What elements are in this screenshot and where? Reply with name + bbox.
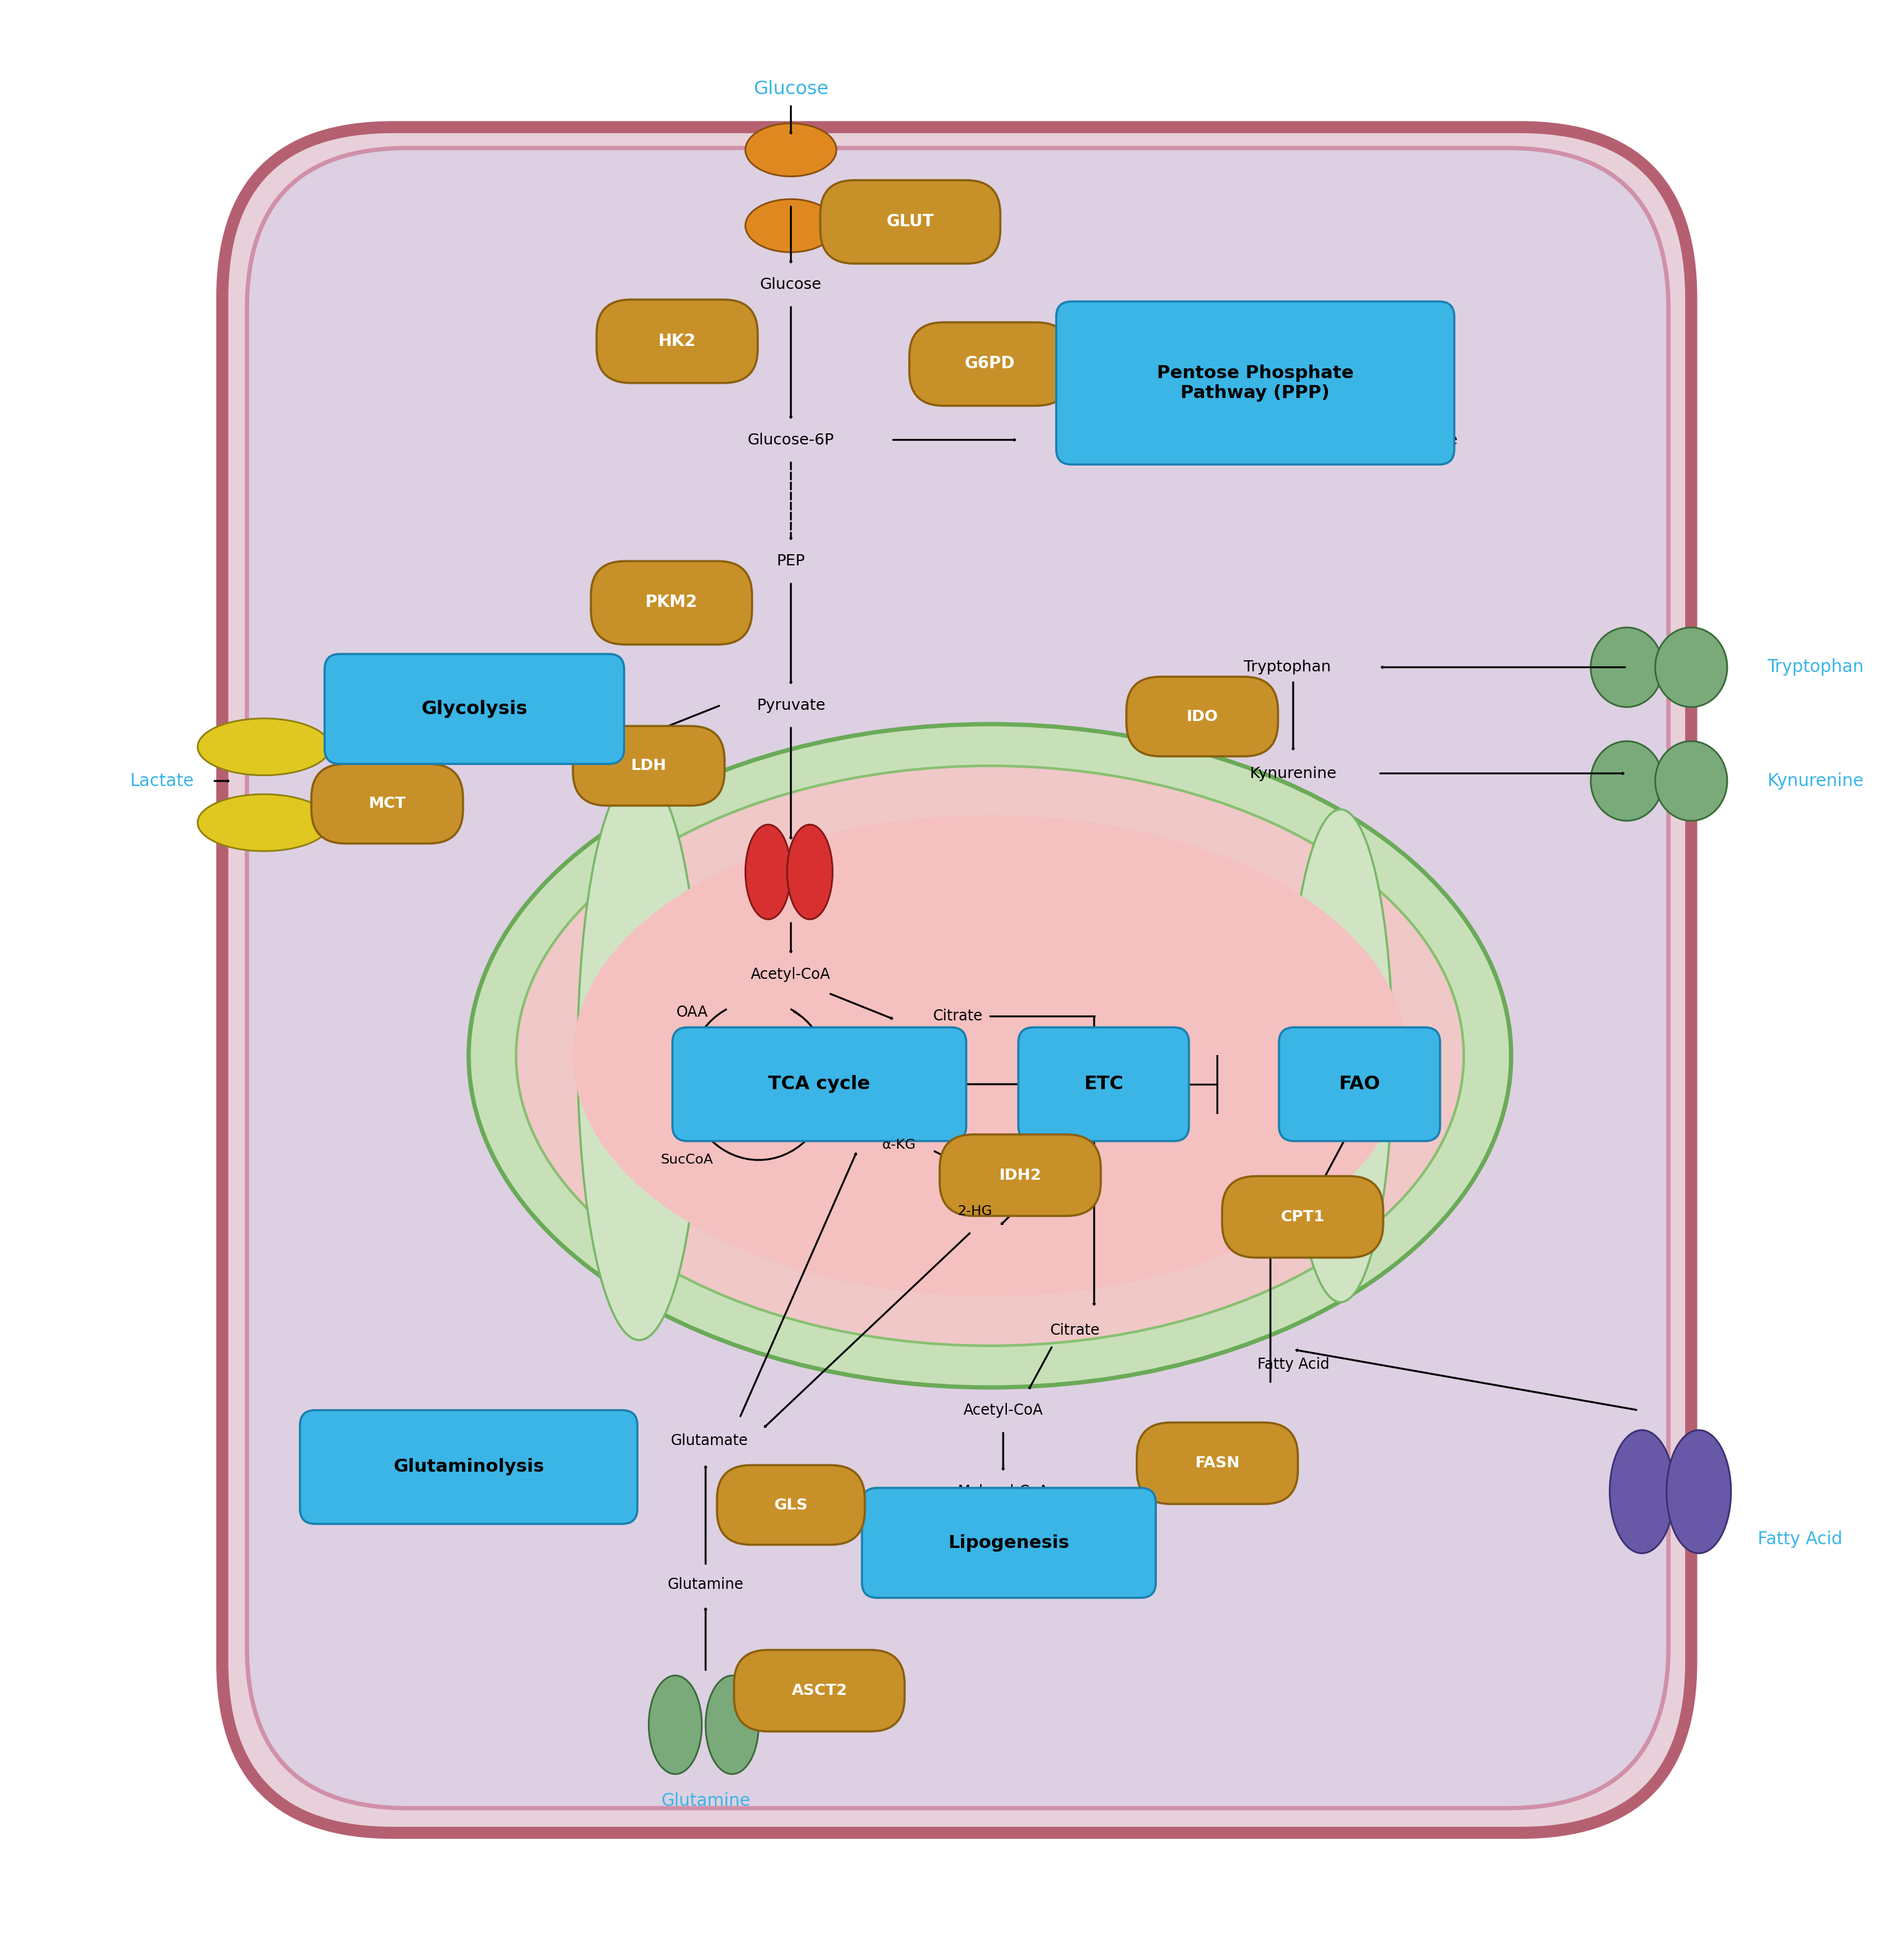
Ellipse shape	[1590, 627, 1662, 707]
Ellipse shape	[198, 718, 329, 774]
Text: Citrate: Citrate	[933, 1009, 982, 1023]
Ellipse shape	[468, 724, 1512, 1388]
Text: Lactate: Lactate	[129, 773, 194, 790]
Text: Glutamine: Glutamine	[668, 1578, 744, 1592]
FancyBboxPatch shape	[672, 1027, 965, 1141]
Text: α-KG: α-KG	[882, 1139, 916, 1151]
Text: Pentose Phosphate
Pathway (PPP): Pentose Phosphate Pathway (PPP)	[1158, 365, 1354, 402]
FancyBboxPatch shape	[863, 1489, 1156, 1597]
Ellipse shape	[744, 825, 790, 920]
Ellipse shape	[1289, 809, 1392, 1302]
Ellipse shape	[744, 124, 836, 177]
Text: GLS: GLS	[775, 1498, 807, 1512]
Text: ASCT2: ASCT2	[792, 1683, 847, 1698]
Ellipse shape	[1609, 1431, 1674, 1553]
Ellipse shape	[706, 1675, 758, 1774]
Text: Pyruvate: Pyruvate	[756, 697, 824, 712]
Ellipse shape	[1666, 1431, 1731, 1553]
Text: GLUT: GLUT	[887, 214, 935, 229]
Text: PEP: PEP	[777, 553, 805, 569]
FancyBboxPatch shape	[1279, 1027, 1439, 1141]
Text: Ribose-5P: Ribose-5P	[1064, 433, 1142, 446]
Text: Citrate: Citrate	[1051, 1324, 1101, 1337]
FancyBboxPatch shape	[248, 148, 1668, 1809]
Text: SucCoA: SucCoA	[661, 1153, 712, 1167]
FancyBboxPatch shape	[301, 1411, 638, 1524]
Text: Tryptophan: Tryptophan	[1767, 658, 1864, 675]
Text: Lipogenesis: Lipogenesis	[948, 1533, 1070, 1551]
Text: Malonyl-CoA: Malonyl-CoA	[958, 1485, 1049, 1498]
Text: Tryptophan: Tryptophan	[1243, 660, 1331, 675]
Text: PKM2: PKM2	[645, 594, 697, 611]
FancyBboxPatch shape	[573, 726, 725, 806]
FancyBboxPatch shape	[1222, 1176, 1382, 1258]
Text: FASN: FASN	[1196, 1456, 1240, 1471]
Ellipse shape	[744, 200, 836, 252]
Text: IDH2: IDH2	[1000, 1168, 1041, 1182]
FancyBboxPatch shape	[1127, 677, 1278, 757]
Text: Glycolysis: Glycolysis	[421, 701, 527, 718]
Text: TCA cycle: TCA cycle	[769, 1075, 870, 1093]
Text: Lactate: Lactate	[474, 745, 531, 761]
FancyBboxPatch shape	[1019, 1027, 1188, 1141]
FancyBboxPatch shape	[312, 765, 463, 844]
Ellipse shape	[1655, 741, 1727, 821]
Text: Acetyl-CoA: Acetyl-CoA	[750, 967, 830, 982]
FancyBboxPatch shape	[910, 322, 1070, 406]
Text: OAA: OAA	[676, 1005, 708, 1019]
Text: G6PD: G6PD	[965, 355, 1015, 373]
FancyBboxPatch shape	[261, 161, 1655, 1795]
Text: Glutamate: Glutamate	[670, 1432, 748, 1448]
Text: Kynurenine: Kynurenine	[1249, 767, 1337, 780]
Ellipse shape	[573, 815, 1407, 1297]
FancyBboxPatch shape	[821, 181, 1000, 264]
Text: Nucleotide: Nucleotide	[1375, 433, 1458, 446]
Text: IDO: IDO	[1186, 708, 1219, 724]
Ellipse shape	[1590, 741, 1662, 821]
FancyBboxPatch shape	[223, 128, 1691, 1832]
Ellipse shape	[577, 771, 701, 1339]
Ellipse shape	[649, 1675, 703, 1774]
Text: Acetyl-CoA: Acetyl-CoA	[963, 1403, 1043, 1417]
Text: CPT1: CPT1	[1281, 1209, 1325, 1225]
Text: MCT: MCT	[369, 796, 406, 811]
Text: Glucose: Glucose	[754, 80, 828, 99]
FancyBboxPatch shape	[596, 299, 758, 382]
Text: Fatty Acid: Fatty Acid	[1757, 1530, 1843, 1547]
Text: ETC: ETC	[1083, 1075, 1123, 1093]
Text: Fatty Acid: Fatty Acid	[1257, 1357, 1329, 1372]
FancyBboxPatch shape	[324, 654, 625, 765]
FancyBboxPatch shape	[590, 561, 752, 644]
Text: Glutamine: Glutamine	[661, 1792, 750, 1809]
Ellipse shape	[1655, 627, 1727, 707]
Text: 2-HG: 2-HG	[958, 1205, 992, 1217]
FancyBboxPatch shape	[718, 1465, 864, 1545]
Text: Glutaminolysis: Glutaminolysis	[394, 1458, 545, 1475]
Text: Glucose-6P: Glucose-6P	[748, 433, 834, 446]
Ellipse shape	[516, 767, 1464, 1345]
Text: Kynurenine: Kynurenine	[1767, 773, 1864, 790]
FancyBboxPatch shape	[1137, 1423, 1299, 1504]
FancyBboxPatch shape	[941, 1134, 1101, 1215]
FancyBboxPatch shape	[735, 1650, 904, 1731]
Text: LDH: LDH	[630, 759, 666, 773]
Ellipse shape	[198, 794, 329, 850]
Text: Glucose: Glucose	[760, 278, 823, 291]
Text: HK2: HK2	[659, 334, 697, 349]
Text: FAO: FAO	[1339, 1075, 1380, 1093]
FancyBboxPatch shape	[1057, 301, 1455, 464]
Ellipse shape	[786, 825, 832, 920]
